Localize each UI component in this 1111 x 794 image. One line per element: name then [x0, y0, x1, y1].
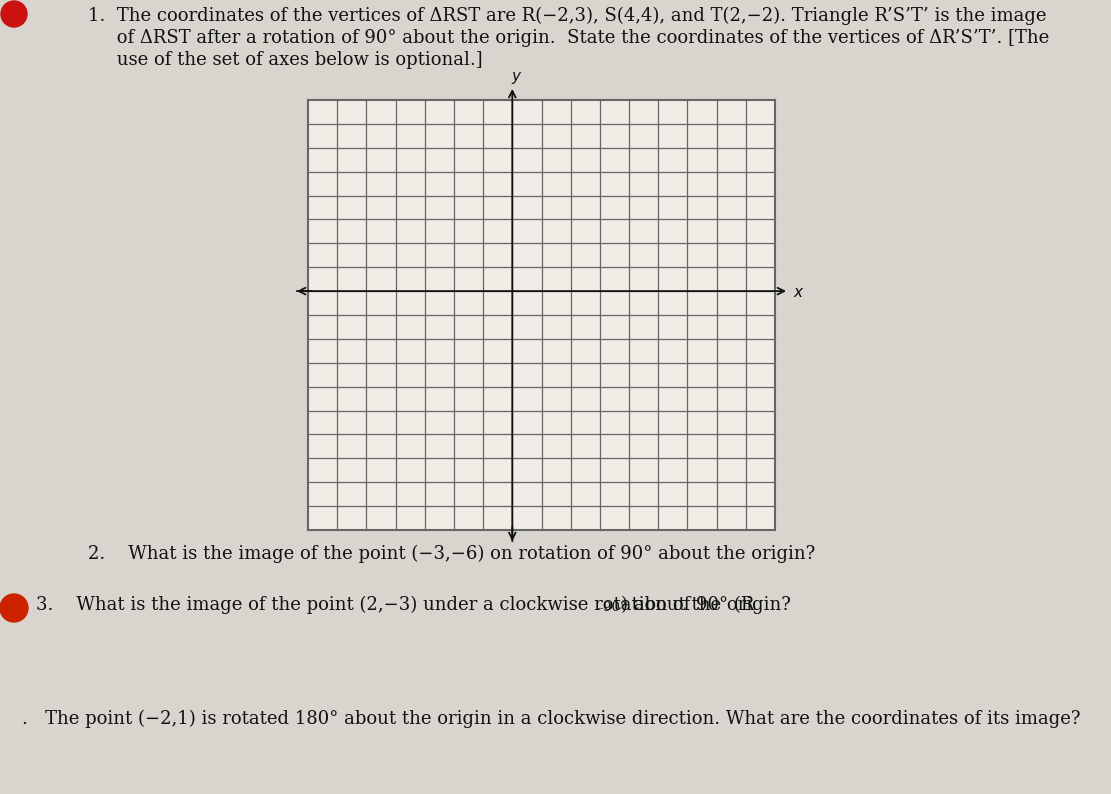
Text: 1.  The coordinates of the vertices of ΔRST are R(−2,3), S(4,4), and T(2,−2). Tr: 1. The coordinates of the vertices of ΔR… [88, 7, 1047, 25]
Text: use of the set of axes below is optional.]: use of the set of axes below is optional… [88, 51, 482, 69]
Text: ₋90°: ₋90° [595, 601, 627, 614]
Text: x: x [793, 284, 802, 299]
Text: ) about the origin?: ) about the origin? [621, 596, 791, 615]
Bar [308, 100, 775, 530]
Text: 3.    What is the image of the point (2,−3) under a clockwise rotation of 90° (R: 3. What is the image of the point (2,−3)… [36, 596, 754, 615]
Circle shape [0, 594, 28, 622]
Text: of ΔRST after a rotation of 90° about the origin.  State the coordinates of the : of ΔRST after a rotation of 90° about th… [88, 29, 1049, 47]
Text: .   The point (−2,1) is rotated 180° about the origin in a clockwise direction. : . The point (−2,1) is rotated 180° about… [22, 710, 1081, 728]
Text: y: y [512, 69, 521, 84]
Text: 2.    What is the image of the point (−3,−6) on rotation of 90° about the origin: 2. What is the image of the point (−3,−6… [88, 545, 815, 563]
Circle shape [1, 1, 27, 27]
